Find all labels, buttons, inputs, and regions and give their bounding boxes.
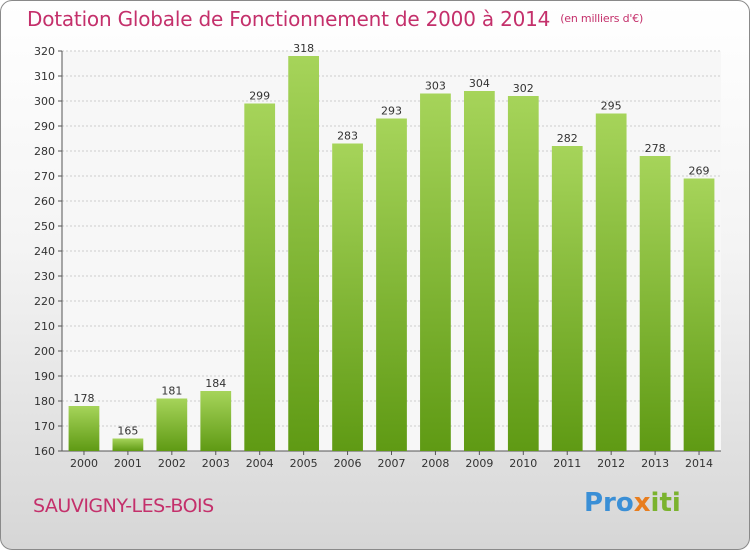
bar-2012 [595,113,627,451]
data-label-2007: 293 [381,105,402,118]
y-tick-label-230: 230 [34,270,55,283]
data-label-2012: 295 [601,100,622,113]
x-tick-label-2009: 2009 [465,457,493,470]
x-tick-label-2006: 2006 [334,457,362,470]
logo-part-3: iti [650,488,681,518]
data-label-2002: 181 [161,385,182,398]
y-tick-label-260: 260 [34,195,55,208]
chart-title: Dotation Globale de Fonctionnement de 20… [27,7,643,31]
logo-part-1: Pro [584,488,634,518]
logo-part-2: x [633,488,651,518]
data-label-2006: 283 [337,130,358,143]
data-label-2004: 299 [249,90,270,103]
proxiti-logo: Proxiti [584,488,681,518]
x-tick-label-2005: 2005 [290,457,318,470]
x-tick-label-2004: 2004 [246,457,274,470]
bar-2009 [463,91,495,451]
x-tick-label-2000: 2000 [70,457,98,470]
bar-2007 [376,118,407,451]
chart-subtitle: (en milliers d'€) [560,12,644,25]
x-tick-label-2003: 2003 [202,457,230,470]
bar-2008 [420,93,451,451]
data-label-2013: 278 [645,142,666,155]
bar-2011 [551,146,583,451]
y-tick-label-170: 170 [34,420,55,433]
y-tick-label-220: 220 [34,295,55,308]
bar-2001 [112,438,144,451]
commune-name: SAUVIGNY-LES-BOIS [33,495,214,517]
y-tick-label-290: 290 [34,120,55,133]
data-label-2009: 304 [469,77,490,90]
bar-2014 [683,178,715,451]
y-tick-label-300: 300 [34,95,55,108]
bar-2013 [639,156,671,451]
y-tick-label-320: 320 [34,45,55,58]
x-tick-label-2012: 2012 [597,457,625,470]
bar-2000 [68,406,100,451]
x-tick-label-2010: 2010 [509,457,537,470]
y-tick-label-180: 180 [34,395,55,408]
data-label-2010: 302 [513,82,534,95]
bar-2003 [200,391,232,451]
data-label-2005: 318 [293,42,314,55]
data-label-2008: 303 [425,80,446,93]
bar-2005 [288,56,320,451]
bar-2004 [244,103,276,451]
y-tick-label-250: 250 [34,220,55,233]
x-tick-label-2008: 2008 [421,457,449,470]
data-label-2011: 282 [557,132,578,145]
y-tick-label-210: 210 [34,320,55,333]
bar-2010 [507,96,539,451]
y-tick-label-270: 270 [34,170,55,183]
y-tick-label-240: 240 [34,245,55,258]
x-tick-label-2013: 2013 [641,457,669,470]
x-tick-label-2014: 2014 [685,457,713,470]
y-tick-label-160: 160 [34,445,55,458]
y-tick-label-280: 280 [34,145,55,158]
x-tick-label-2011: 2011 [553,457,581,470]
bar-2002 [156,398,188,451]
chart-title-text: Dotation Globale de Fonctionnement de 20… [27,7,551,31]
data-label-2014: 269 [689,165,710,178]
data-label-2003: 184 [205,377,226,390]
y-tick-label-200: 200 [34,345,55,358]
y-tick-label-190: 190 [34,370,55,383]
data-label-2001: 165 [117,425,138,438]
y-tick-label-310: 310 [34,70,55,83]
bar-2006 [332,143,363,451]
x-tick-label-2007: 2007 [378,457,406,470]
data-label-2000: 178 [73,392,94,405]
x-tick-label-2001: 2001 [114,457,142,470]
x-tick-label-2002: 2002 [158,457,186,470]
